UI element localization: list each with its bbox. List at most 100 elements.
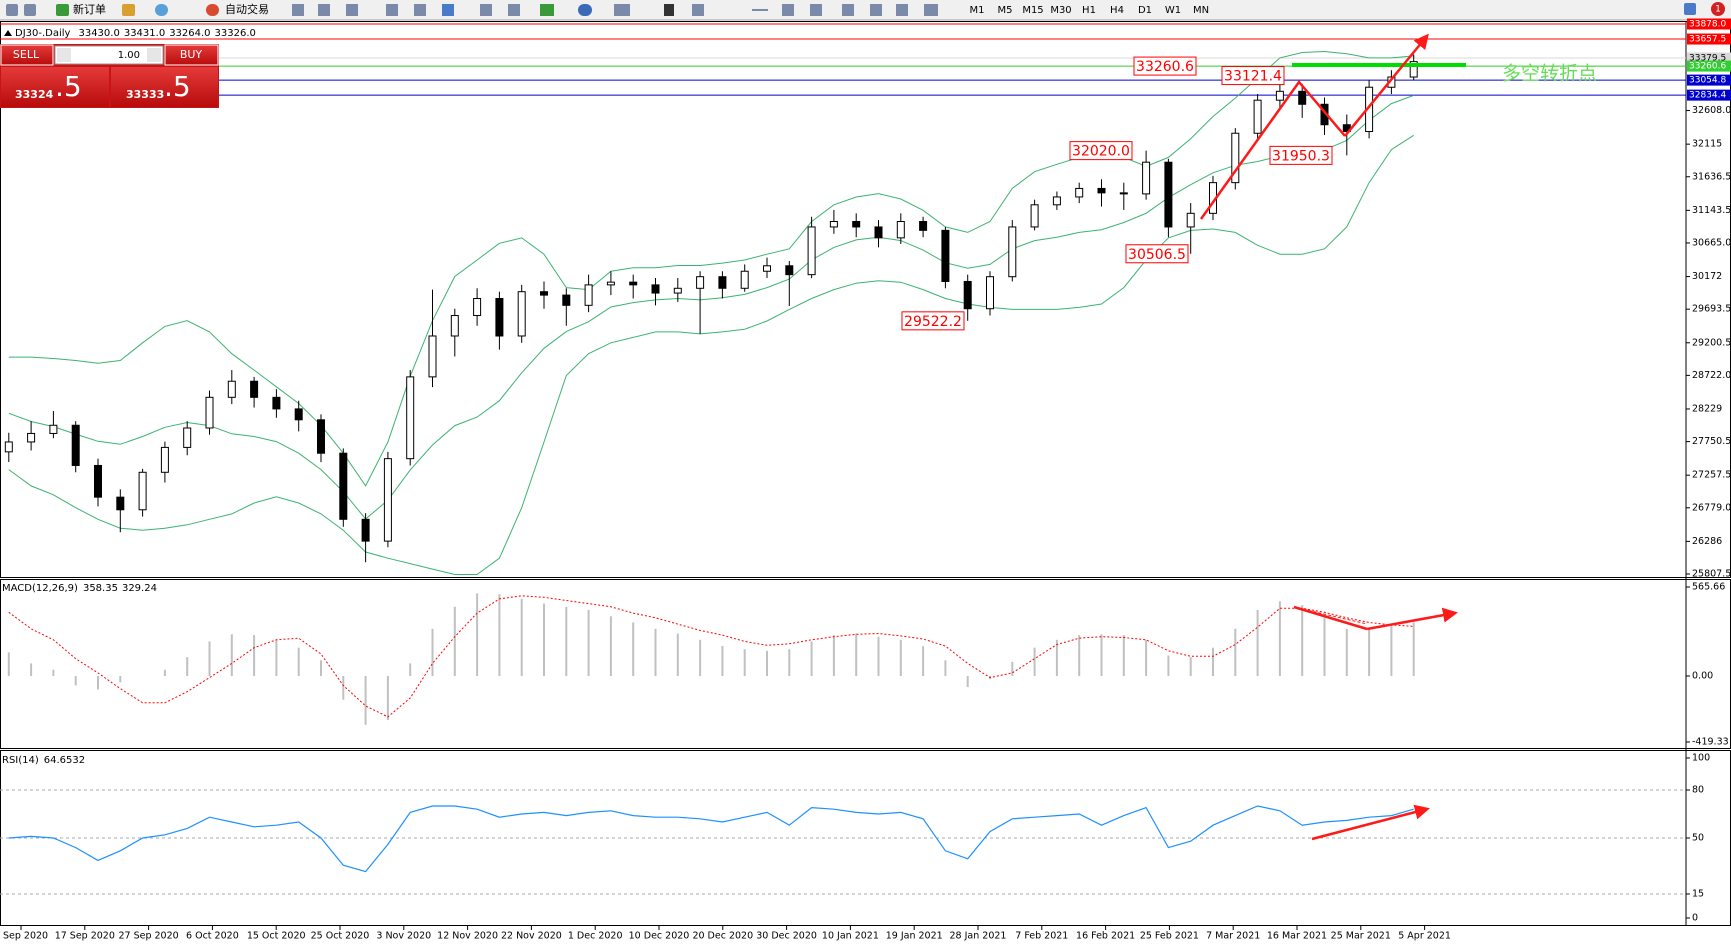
macd-bar bbox=[1256, 609, 1259, 677]
price-annotation: 31950.3 bbox=[1272, 148, 1330, 164]
candle-body bbox=[1142, 161, 1151, 195]
y-tick-label: 31636.5 bbox=[1692, 171, 1731, 182]
candle-body bbox=[829, 220, 838, 228]
macd-bar bbox=[966, 676, 969, 688]
lots-input[interactable] bbox=[54, 45, 164, 65]
level-label-bg bbox=[1687, 52, 1731, 64]
timeframe-button[interactable]: M15 bbox=[1022, 5, 1043, 16]
y-tick-label: 26286 bbox=[1692, 536, 1722, 547]
buy-price-box[interactable] bbox=[111, 67, 218, 107]
candle-body bbox=[852, 220, 861, 228]
level-label: 32834.4 bbox=[1689, 91, 1726, 101]
level-label: 33878.0 bbox=[1689, 20, 1726, 30]
timeframe-button[interactable]: D1 bbox=[1138, 5, 1152, 16]
indicator-title: MACD(12,26,9) bbox=[2, 583, 78, 594]
buy-price-main: 33333 bbox=[126, 88, 164, 101]
macd-bar bbox=[810, 641, 813, 677]
candle-body bbox=[116, 496, 125, 511]
macd-dashed bbox=[1293, 606, 1368, 625]
auto-trading-button[interactable]: 自动交易 bbox=[225, 2, 269, 16]
x-tick-label: 19 Jan 2021 bbox=[886, 931, 943, 942]
sell-price-frac: .5 bbox=[55, 70, 82, 103]
buy-price-frac: .5 bbox=[164, 70, 191, 103]
price-annotation-box bbox=[1125, 244, 1189, 264]
timeframe-button[interactable]: M30 bbox=[1050, 5, 1071, 16]
macd-bar bbox=[1212, 647, 1214, 677]
macd-bar bbox=[788, 649, 791, 677]
indicator-value: 329.24 bbox=[122, 583, 157, 594]
x-tick-label: 12 Nov 2020 bbox=[437, 931, 498, 942]
new-order-button[interactable]: 新订单 bbox=[73, 2, 106, 16]
macd-bar bbox=[587, 609, 590, 677]
sell-price-box[interactable] bbox=[1, 67, 109, 107]
candle-body bbox=[406, 376, 415, 460]
candle-body bbox=[4, 441, 13, 453]
candle-body bbox=[160, 446, 169, 473]
bollinger-upper bbox=[8, 50, 1414, 487]
buy-button[interactable] bbox=[164, 44, 219, 66]
candle-body bbox=[919, 220, 928, 231]
macd-bar bbox=[743, 649, 746, 677]
macd-bar bbox=[386, 676, 389, 721]
macd-arrow bbox=[1366, 607, 1458, 631]
y-tick-label: 28229 bbox=[1692, 403, 1722, 414]
candle-body bbox=[807, 226, 816, 276]
y-tick-label: 30172 bbox=[1692, 271, 1722, 282]
y-tick-label: 0.00 bbox=[1692, 671, 1713, 682]
timeframe-button[interactable]: M1 bbox=[970, 5, 985, 16]
x-tick-label: 1 Dec 2020 bbox=[568, 931, 623, 942]
macd-bar bbox=[721, 646, 724, 677]
y-tick-label: 28722.0 bbox=[1692, 370, 1731, 381]
timeframe-button[interactable]: H1 bbox=[1082, 5, 1096, 16]
candle-body bbox=[1186, 212, 1195, 228]
notification-badge[interactable] bbox=[1711, 2, 1725, 16]
buy-label: BUY bbox=[180, 48, 203, 61]
timeframe-button[interactable]: MN bbox=[1193, 5, 1209, 16]
rsi-line bbox=[8, 805, 1414, 873]
timeframe-button[interactable]: W1 bbox=[1165, 5, 1181, 16]
sell-button[interactable] bbox=[0, 44, 54, 66]
main-pane bbox=[0, 21, 1731, 578]
indicator-value: 64.6532 bbox=[44, 755, 85, 766]
macd-bar bbox=[632, 622, 635, 677]
candle-body bbox=[317, 419, 325, 454]
macd-bar bbox=[1278, 601, 1281, 677]
candle-body bbox=[785, 265, 794, 276]
macd-bar bbox=[30, 663, 33, 677]
y-tick-label: 25807.5 bbox=[1692, 569, 1731, 580]
indicator-value: 358.35 bbox=[83, 583, 118, 594]
timeframe-button[interactable]: H4 bbox=[1110, 5, 1124, 16]
price-annotation-box bbox=[901, 311, 965, 331]
toolbar-icons bbox=[6, 4, 938, 16]
toolbar bbox=[0, 0, 1731, 20]
x-tick-label: 28 Jan 2021 bbox=[950, 931, 1007, 942]
price-annotation: 32020.0 bbox=[1072, 144, 1130, 160]
x-tick-label: 8 Sep 2020 bbox=[0, 931, 48, 942]
macd-bar bbox=[1390, 624, 1393, 677]
candle-body bbox=[696, 276, 705, 289]
macd-pane bbox=[0, 579, 1731, 749]
macd-bar bbox=[253, 635, 256, 677]
candle-body bbox=[540, 291, 548, 296]
x-tick-label: 5 Apr 2021 bbox=[1398, 931, 1451, 942]
sell-label: SELL bbox=[13, 48, 40, 61]
search-icon[interactable] bbox=[1684, 3, 1696, 15]
price-annotation: 33121.4 bbox=[1224, 69, 1282, 85]
level-label: 33054.8 bbox=[1689, 76, 1726, 86]
candle-body bbox=[383, 458, 392, 542]
candle-body bbox=[205, 396, 214, 429]
macd-bar bbox=[1011, 661, 1014, 677]
bollinger-middle bbox=[8, 94, 1414, 520]
lots-down[interactable] bbox=[57, 48, 71, 62]
macd-bar bbox=[7, 652, 10, 677]
x-tick-label: 25 Oct 2020 bbox=[311, 931, 370, 942]
header-value: 33326.0 bbox=[215, 28, 256, 39]
macd-bar bbox=[1234, 628, 1237, 677]
timeframe-button[interactable]: M5 bbox=[998, 5, 1013, 16]
collapse-icon[interactable] bbox=[4, 30, 12, 36]
lots-up[interactable] bbox=[147, 48, 161, 62]
candle-body bbox=[272, 396, 281, 410]
candle-body bbox=[874, 226, 883, 239]
candle-body bbox=[339, 452, 348, 520]
